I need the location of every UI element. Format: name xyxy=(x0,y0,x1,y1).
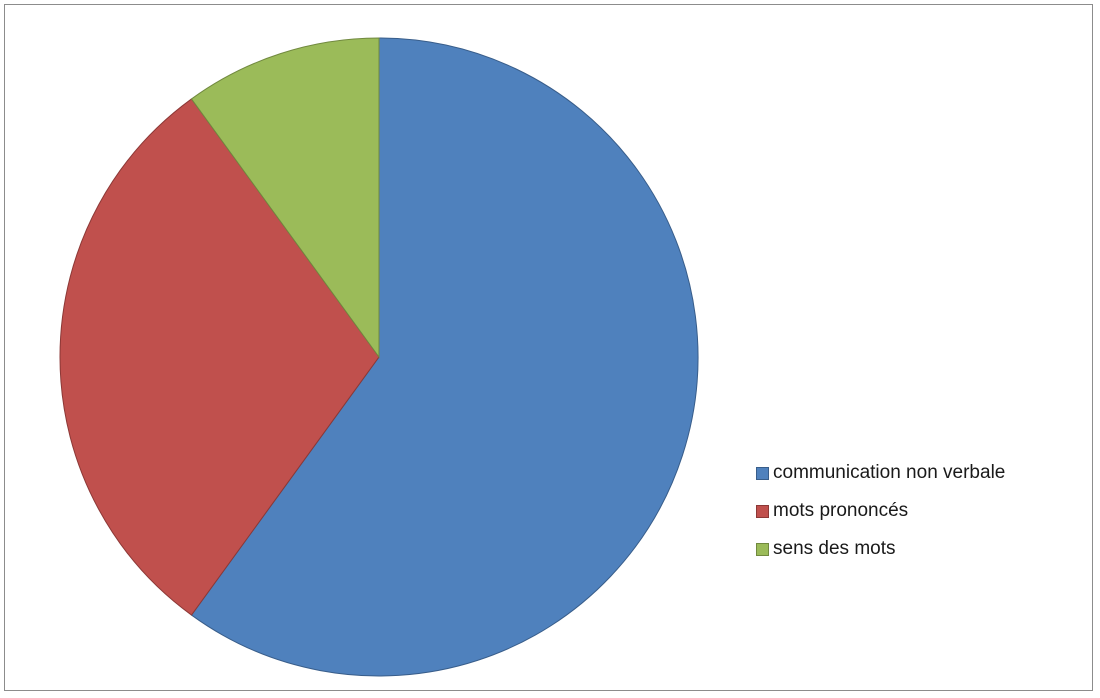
legend-swatch xyxy=(756,542,769,556)
legend-swatch xyxy=(756,504,769,518)
pie-slice-mots-prononces xyxy=(59,98,380,616)
legend-label: communication non verbale xyxy=(773,462,1006,483)
legend: communication non verbale mots prononcés… xyxy=(756,461,1005,575)
pie-slice-communication-non-verbale xyxy=(190,37,699,677)
legend-label: mots prononcés xyxy=(773,500,909,521)
legend-label: sens des mots xyxy=(773,538,896,559)
legend-item-communication-non-verbale: communication non verbale xyxy=(756,461,1005,485)
pie-slice-sens-des-mots xyxy=(190,37,380,359)
legend-item-mots-prononces: mots prononcés xyxy=(756,499,1005,523)
legend-item-sens-des-mots: sens des mots xyxy=(756,537,1005,561)
legend-swatch xyxy=(756,466,769,480)
